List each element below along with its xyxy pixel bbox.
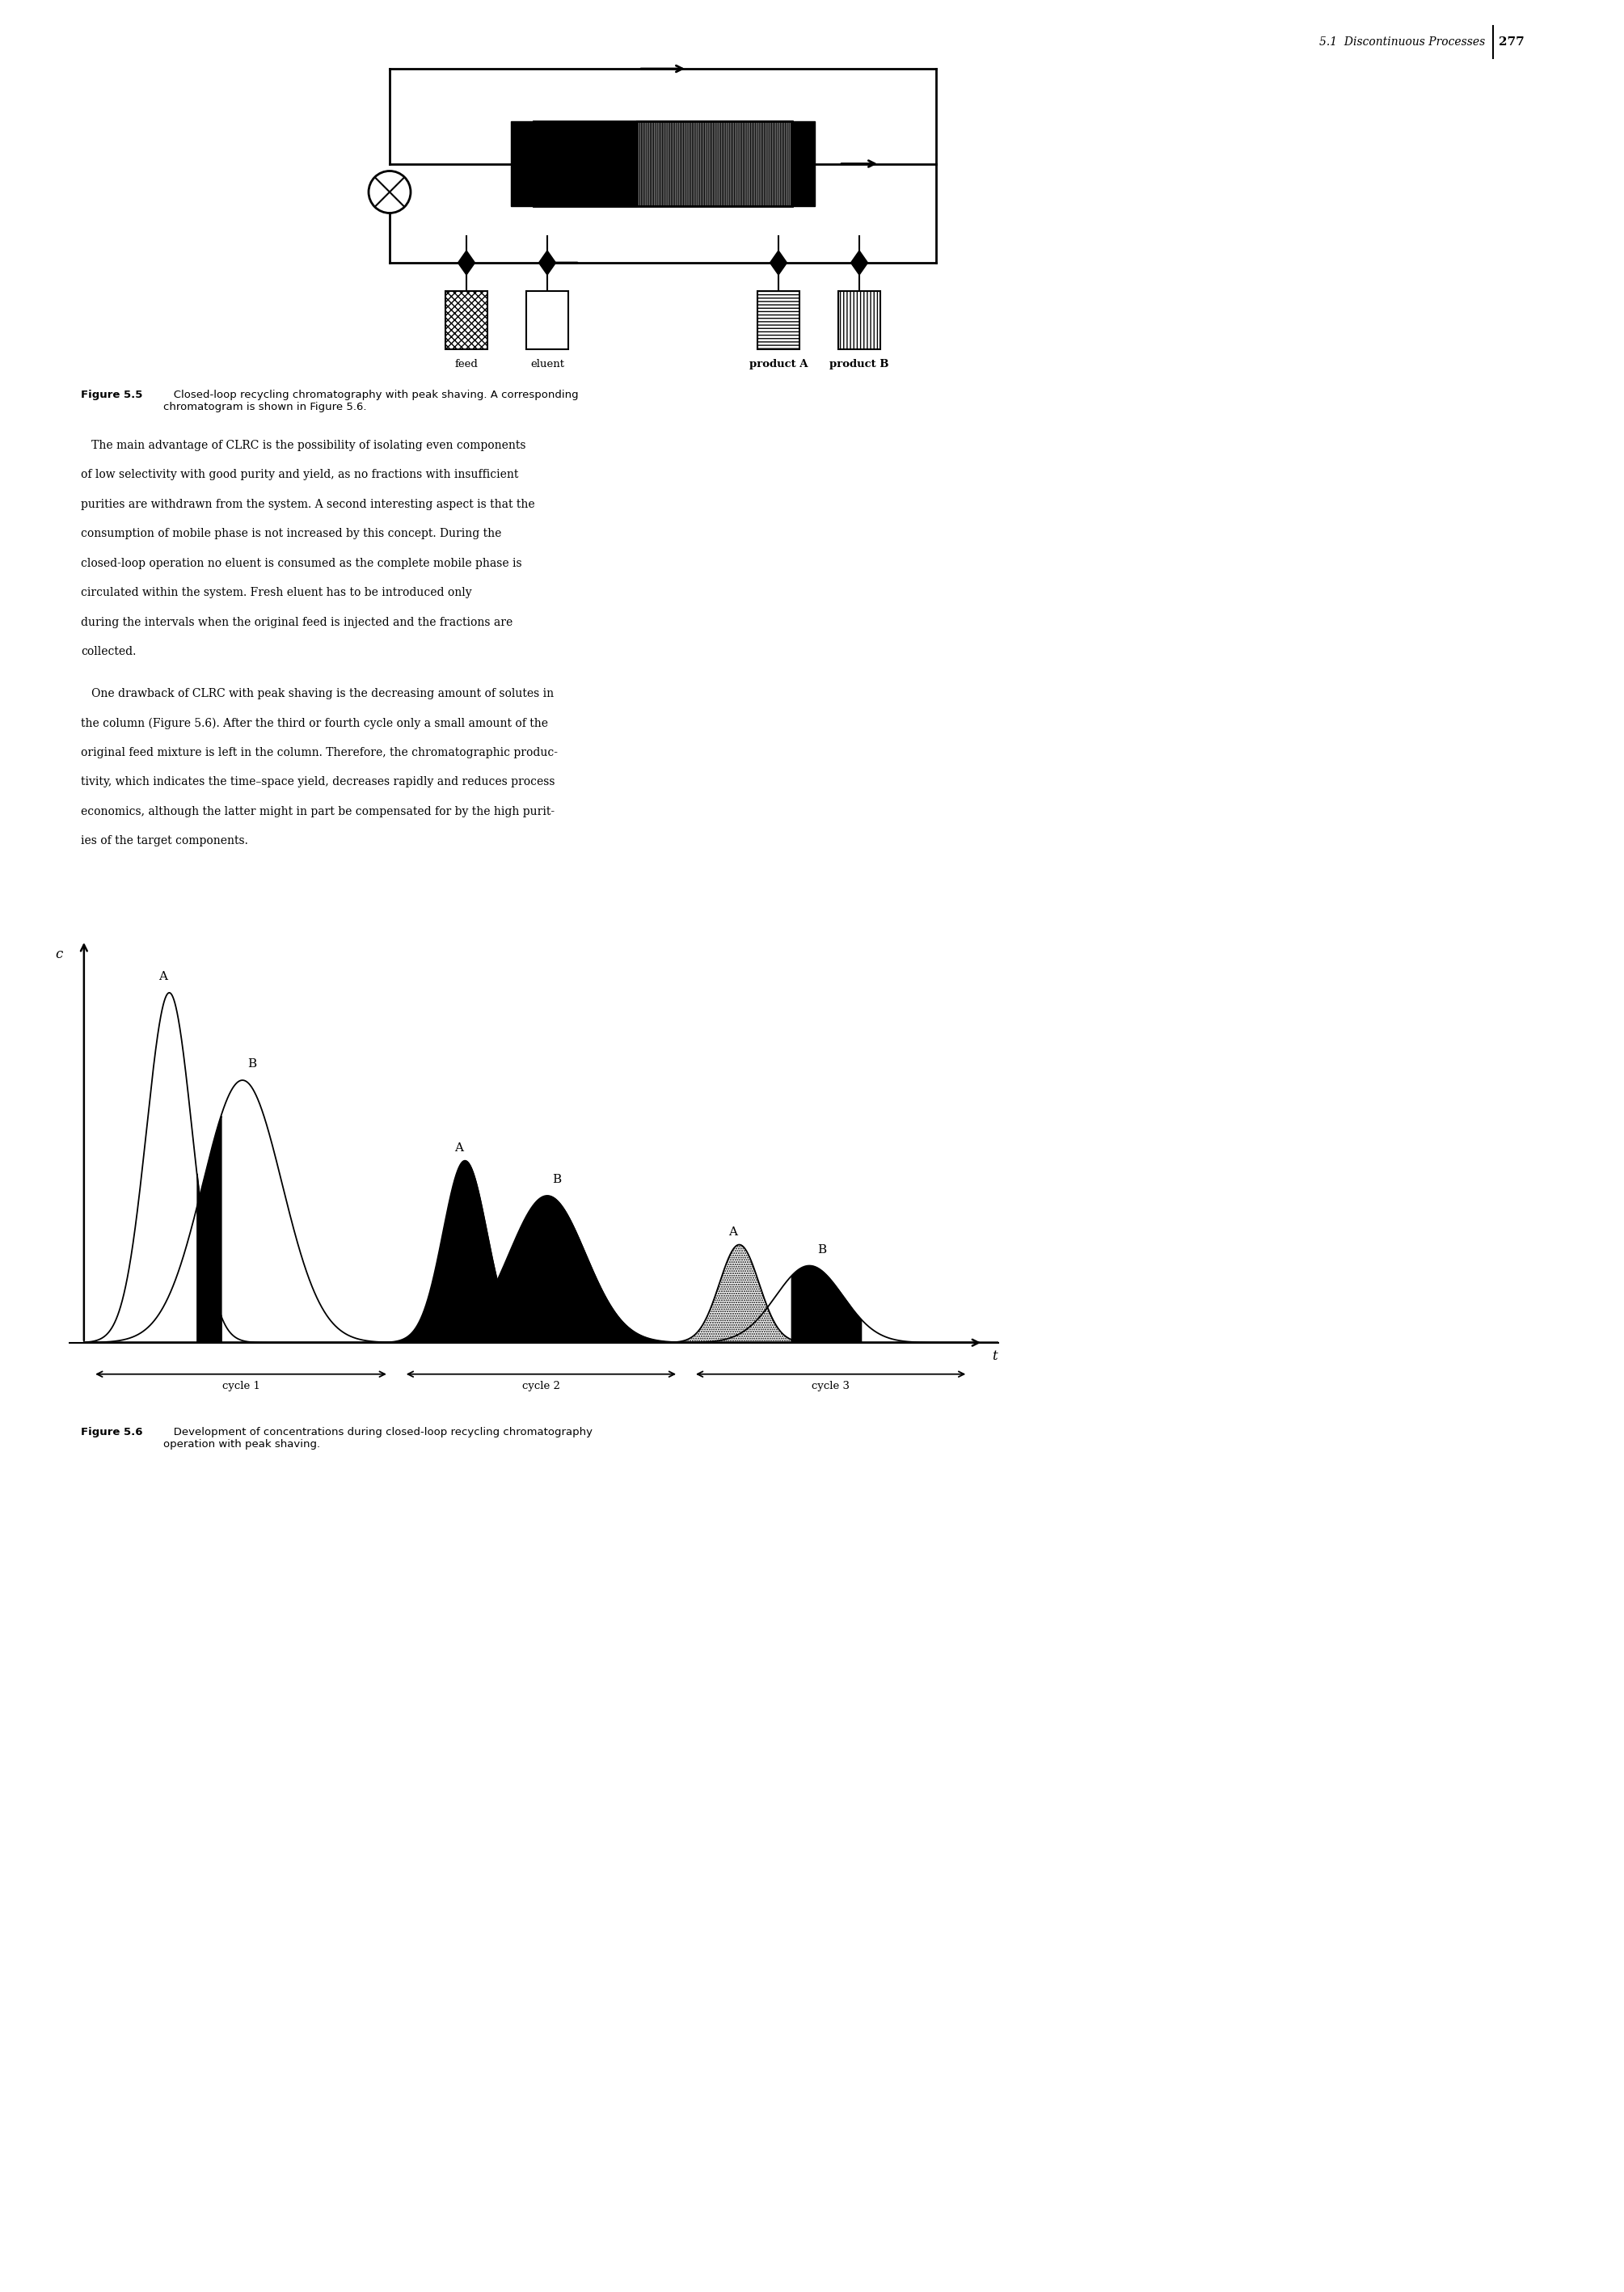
Text: circulated within the system. Fresh eluent has to be introduced only: circulated within the system. Fresh elue… [81, 587, 473, 598]
Text: of low selectivity with good purity and yield, as no fractions with insufficient: of low selectivity with good purity and … [81, 470, 518, 481]
Text: product B: product B [830, 360, 888, 369]
Text: Figure 5.6: Figure 5.6 [81, 1428, 143, 1437]
Text: economics, although the latter might in part be compensated for by the high puri: economics, although the latter might in … [81, 807, 555, 818]
Text: collected.: collected. [81, 646, 136, 658]
Polygon shape [851, 250, 867, 275]
Text: 277: 277 [1499, 37, 1525, 48]
Text: 5.1  Discontinuous Processes: 5.1 Discontinuous Processes [1319, 37, 1484, 48]
Bar [637, 121, 793, 206]
Text: tivity, which indicates the time–space yield, decreases rapidly and reduces proc: tivity, which indicates the time–space y… [81, 777, 555, 788]
Text: Figure 5.5: Figure 5.5 [81, 390, 143, 401]
Text: t: t [992, 1350, 997, 1364]
Text: A: A [729, 1226, 737, 1238]
Text: feed: feed [455, 360, 477, 369]
Bar [757, 291, 799, 348]
Polygon shape [770, 250, 788, 275]
Text: A: A [455, 1141, 463, 1153]
Text: during the intervals when the original feed is injected and the fractions are: during the intervals when the original f… [81, 617, 513, 628]
Text: cycle 3: cycle 3 [812, 1382, 849, 1391]
Bar [526, 291, 568, 348]
Polygon shape [458, 250, 474, 275]
Text: B: B [817, 1245, 827, 1256]
Text: closed-loop operation no eluent is consumed as the complete mobile phase is: closed-loop operation no eluent is consu… [81, 557, 521, 568]
Text: the column (Figure 5.6). After the third or fourth cycle only a small amount of : the column (Figure 5.6). After the third… [81, 717, 547, 729]
Text: eluent: eluent [531, 360, 564, 369]
Text: B: B [552, 1174, 560, 1185]
Text: original feed mixture is left in the column. Therefore, the chromatographic prod: original feed mixture is left in the col… [81, 747, 557, 759]
Polygon shape [539, 250, 555, 275]
Bar [512, 121, 534, 206]
Bar [838, 291, 880, 348]
Text: cycle 1: cycle 1 [222, 1382, 260, 1391]
Bar [793, 121, 815, 206]
Text: cycle 2: cycle 2 [523, 1382, 560, 1391]
Text: product A: product A [749, 360, 807, 369]
Bar [445, 291, 487, 348]
Text: One drawback of CLRC with peak shaving is the decreasing amount of solutes in: One drawback of CLRC with peak shaving i… [81, 688, 554, 699]
Text: Development of concentrations during closed-loop recycling chromatography
operat: Development of concentrations during clo… [164, 1428, 593, 1449]
Text: B: B [247, 1059, 257, 1070]
Text: consumption of mobile phase is not increased by this concept. During the: consumption of mobile phase is not incre… [81, 529, 502, 539]
Text: A: A [159, 972, 167, 983]
Bar [534, 121, 637, 206]
Text: The main advantage of CLRC is the possibility of isolating even components: The main advantage of CLRC is the possib… [81, 440, 526, 452]
Text: c: c [55, 947, 63, 960]
Bar [534, 121, 793, 206]
Text: purities are withdrawn from the system. A second interesting aspect is that the: purities are withdrawn from the system. … [81, 500, 534, 511]
Text: Closed-loop recycling chromatography with peak shaving. A corresponding
chromato: Closed-loop recycling chromatography wit… [164, 390, 578, 413]
Text: ies of the target components.: ies of the target components. [81, 837, 248, 846]
